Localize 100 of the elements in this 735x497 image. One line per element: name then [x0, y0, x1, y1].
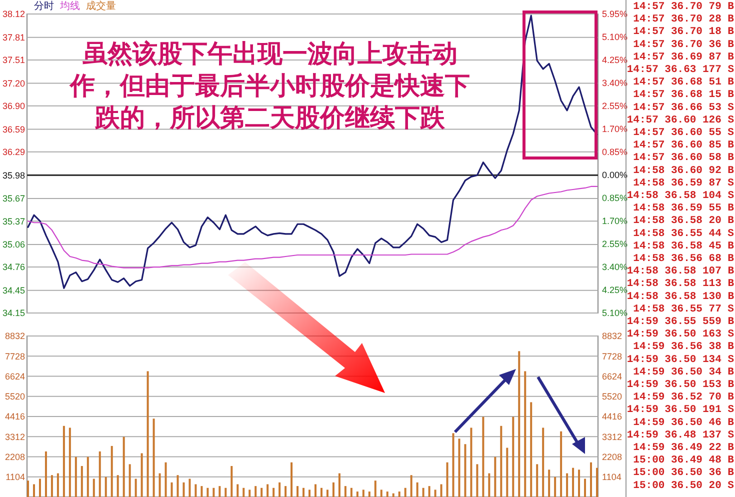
text: 14:59 36.48 137 S	[626, 429, 734, 442]
bar	[554, 476, 556, 497]
y2-tick-label: 2.55%	[602, 239, 628, 250]
bar	[176, 475, 179, 497]
text: 14:59 36.50 153 B	[626, 379, 735, 391]
y-tick-label: 35.67	[2, 194, 25, 204]
bar	[104, 476, 107, 497]
text: 14:57 36.60 55 S	[633, 127, 734, 139]
y2-tick-label: 2.55%	[602, 101, 628, 112]
bar	[434, 490, 436, 497]
y-tick-label: 37.81	[2, 32, 25, 42]
text: 14:57 36.63 177 S	[626, 64, 734, 76]
bar	[344, 486, 346, 497]
text: 14:58 36.58 104 S	[626, 190, 734, 202]
bar	[512, 416, 514, 497]
text: 14:57 36.60 58 B	[633, 152, 735, 164]
y2-tick-label: 3.40%	[602, 262, 628, 272]
bar	[98, 451, 101, 497]
y2-tick-label: 1.70%	[602, 124, 628, 134]
y2-tick-label: 3.40%	[602, 78, 628, 88]
bar	[86, 456, 89, 497]
y2-tick-label: 1.70%	[602, 216, 628, 226]
y2-tick-label: 8832	[602, 331, 622, 342]
bar	[560, 431, 562, 497]
y2-tick-label: 5.10%	[602, 32, 628, 42]
bar	[200, 486, 203, 497]
text: 14:58 36.58 130 B	[626, 290, 735, 303]
bar	[140, 453, 143, 497]
text: 分时	[34, 0, 54, 12]
text: 14:57 36.66 53 S	[633, 102, 734, 114]
bar	[428, 486, 430, 497]
text: 14:58 36.59 55 B	[633, 202, 735, 215]
bar	[56, 473, 59, 497]
y-tick-label: 36.29	[2, 146, 25, 157]
text: 14:58 36.60 92 B	[633, 164, 735, 177]
y-tick-label: 4416	[4, 412, 25, 422]
bar	[218, 486, 221, 497]
y-tick-label: 2208	[4, 452, 25, 462]
bar	[68, 428, 71, 497]
text: 14:57 36.70 79 B	[633, 1, 735, 13]
bar	[32, 484, 35, 497]
bar	[350, 488, 352, 497]
text: 14:59 36.50 46 B	[633, 416, 735, 429]
text: 14:59 36.55 559 B	[626, 316, 735, 328]
bar	[260, 488, 263, 497]
text: 15:00 36.50 20 S	[633, 480, 734, 492]
y2-tick-label: 4.25%	[602, 285, 628, 296]
annotation: 跌的，所以第二天股价继续下跌	[94, 103, 446, 132]
bar	[524, 371, 526, 497]
bar	[458, 438, 460, 497]
text: 14:57 36.60 126 S	[626, 114, 734, 126]
y-tick-label: 7728	[4, 351, 25, 362]
text: 14:58 36.55 77 S	[633, 303, 734, 316]
y-tick-label: 6624	[4, 371, 25, 382]
bar	[182, 482, 185, 497]
bar	[92, 478, 95, 497]
bar	[284, 486, 287, 497]
text: 14:59 36.50 134 S	[626, 354, 734, 366]
bar	[230, 466, 233, 497]
y2-tick-label: 5.10%	[602, 308, 628, 318]
text: 14:58 36.58 113 B	[626, 278, 735, 290]
y2-tick-label: 0.00%	[602, 170, 628, 180]
bar	[50, 475, 53, 497]
y-tick-label: 8832	[4, 331, 25, 342]
text: 14:58 36.59 87 S	[633, 177, 734, 190]
bar	[296, 486, 299, 497]
text: 14:57 36.70 18 B	[633, 26, 735, 38]
y-tick-label: 3312	[4, 432, 25, 442]
bar	[194, 484, 197, 497]
bar	[404, 488, 406, 497]
y-tick-label: 5520	[4, 392, 25, 402]
bar	[332, 482, 334, 497]
text: 成交量	[86, 0, 116, 12]
bar	[134, 478, 137, 497]
annotation: 虽然该股下午出现一波向上攻击动	[82, 39, 458, 68]
bar	[212, 488, 215, 497]
text: 14:59 36.50 191 S	[626, 404, 734, 416]
bar	[452, 433, 454, 497]
text: 14:57 36.68 15 B	[633, 89, 735, 102]
bar	[122, 436, 125, 497]
text: 15:00 36.49 48 B	[633, 454, 735, 467]
bar	[494, 456, 496, 497]
bar	[518, 351, 520, 497]
y-tick-label: 37.20	[2, 78, 25, 88]
bar	[38, 478, 41, 497]
bar	[572, 468, 574, 497]
y-tick-label: 34.15	[2, 308, 25, 318]
bar	[248, 490, 251, 497]
text: 14:58 36.58 107 B	[626, 266, 735, 278]
text: 14:59 36.56 38 B	[633, 341, 735, 354]
text: 14:57 36.69 87 B	[633, 51, 735, 64]
bar	[152, 418, 155, 497]
y2-tick-label: 5.95%	[602, 9, 628, 20]
y-tick-label: 34.45	[2, 286, 25, 296]
bar	[164, 462, 167, 497]
bar	[272, 488, 275, 497]
y2-tick-label: 4416	[602, 412, 622, 422]
bar	[566, 473, 568, 497]
bar	[482, 416, 484, 497]
bar	[170, 482, 173, 497]
